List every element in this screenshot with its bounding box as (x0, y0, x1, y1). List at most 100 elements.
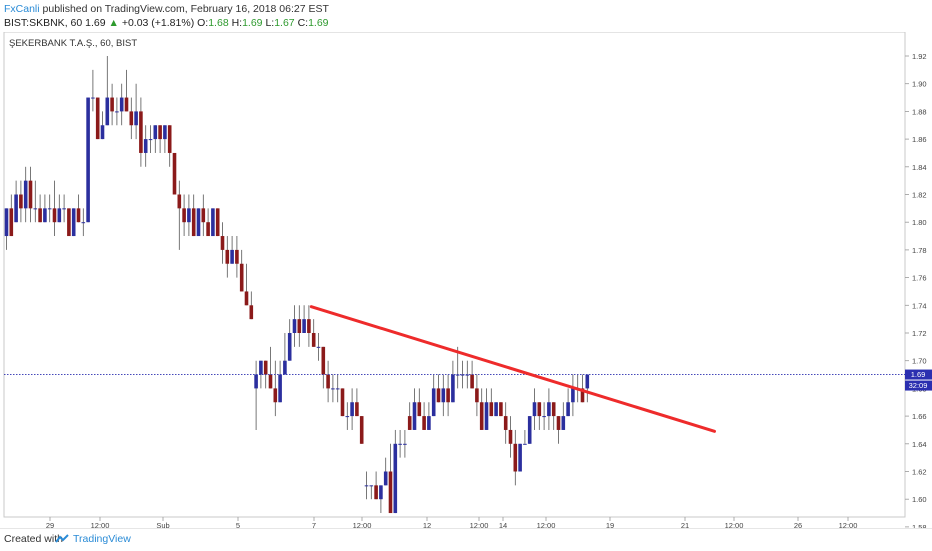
candle-body (451, 374, 455, 403)
candle (167, 125, 172, 167)
candle (431, 374, 436, 417)
candle-body (460, 374, 465, 376)
candle-body (28, 180, 33, 209)
candle-body (187, 208, 191, 223)
candle (129, 97, 134, 140)
candle-body (503, 416, 508, 430)
low-label: L: (265, 17, 275, 29)
candle-body (499, 402, 503, 417)
candle (287, 319, 292, 361)
candle (585, 374, 590, 403)
x-tick-label: 12:00 (537, 521, 556, 528)
x-tick-label: 19 (606, 521, 614, 528)
candle (23, 166, 28, 223)
high-value: 1.69 (242, 17, 263, 29)
candlestick-chart[interactable]: 1.92 1.90 1.88 1.86 1.84 1.82 1.80 1.78 1.76 1.74… (0, 32, 932, 528)
candle (19, 180, 23, 223)
candle-body (470, 374, 474, 389)
candle (441, 374, 446, 417)
candle (95, 97, 100, 140)
candle-body (359, 416, 364, 444)
x-tick-label: Şub (156, 521, 169, 528)
candle (479, 388, 484, 430)
candle (489, 388, 494, 417)
candle-body (436, 388, 441, 403)
candle-body (547, 402, 551, 417)
candle-body (379, 485, 383, 500)
candle-body (268, 374, 273, 389)
candle-body (345, 416, 350, 418)
y-tick-label: 1.88 (912, 107, 927, 116)
candle (292, 305, 297, 347)
tradingview-brand[interactable]: TradingView (73, 533, 131, 545)
candle (134, 83, 138, 140)
candle (71, 208, 76, 237)
x-axis-ticks: 29 12:00 Şub 5 7 12:00 12 12:00 14 12:00 19 21 12:00… (4, 516, 905, 528)
candle-body (494, 402, 498, 417)
candle-body (4, 208, 9, 237)
candle (499, 402, 503, 417)
publish-info: FxCanli published on TradingView.com, Fe… (4, 3, 329, 15)
candle (115, 97, 119, 126)
candle (105, 56, 110, 126)
candle (273, 360, 278, 417)
candle-body (326, 374, 330, 389)
candle (503, 402, 508, 444)
tradingview-logo-icon (55, 534, 69, 543)
candle (326, 360, 330, 403)
candle (52, 180, 57, 237)
open-label: O: (197, 17, 209, 29)
candle-body (398, 443, 402, 445)
published-text: published on TradingView.com, February 1… (39, 3, 329, 15)
candle-body (417, 402, 422, 417)
candle-body (263, 360, 268, 375)
trendline[interactable] (309, 305, 716, 433)
candle-body (139, 111, 143, 153)
candle (100, 111, 105, 140)
candle (532, 388, 537, 430)
candle (153, 125, 158, 153)
high-label: H: (231, 17, 243, 29)
candle-body (235, 249, 239, 264)
candle-body (52, 208, 57, 223)
candle (283, 333, 287, 375)
y-tick-label: 1.84 (912, 163, 927, 172)
candle-body (321, 346, 326, 375)
candle (446, 374, 450, 417)
candle-body (206, 222, 210, 237)
candle-body (33, 208, 38, 210)
candle (508, 416, 513, 458)
candle-body (191, 208, 196, 237)
candle (67, 208, 71, 237)
candle-body (571, 388, 575, 403)
candle-body (297, 319, 302, 333)
candle (460, 360, 465, 389)
last-price: 1.69 (85, 17, 106, 29)
candle (374, 471, 378, 500)
candle-body (14, 194, 18, 223)
open-value: 1.68 (208, 17, 229, 29)
candle-body (340, 388, 345, 417)
y-tick-label: 1.86 (912, 135, 927, 144)
candle (571, 374, 575, 417)
candle (43, 194, 47, 223)
candle (201, 194, 206, 237)
candle (47, 194, 52, 223)
author-link[interactable]: FxCanli (4, 3, 40, 15)
candle (455, 346, 460, 389)
candle (484, 388, 489, 430)
candle (278, 360, 282, 403)
candle-body (431, 388, 436, 417)
candle-body (527, 416, 532, 444)
candle-body (278, 374, 282, 403)
candle (335, 374, 340, 403)
candle (187, 194, 191, 237)
candle-body (441, 388, 446, 403)
candle (355, 388, 359, 417)
candle-body (38, 208, 42, 223)
candle-body (81, 222, 86, 224)
y-tick-label: 1.78 (912, 246, 927, 255)
candle-body (23, 180, 28, 209)
candle-body (513, 443, 518, 472)
x-tick-label: 12:00 (353, 521, 372, 528)
